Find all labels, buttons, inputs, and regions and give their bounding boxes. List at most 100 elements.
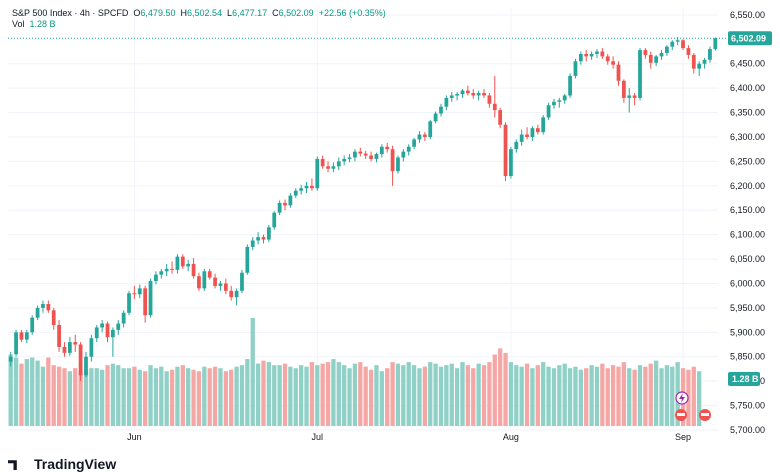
y-tick-label: 6,100.00 [730, 230, 765, 240]
candle-body [111, 329, 115, 338]
candle-body [67, 342, 72, 353]
candle-body [708, 49, 712, 60]
high-value: 6,502.54 [186, 8, 223, 18]
candle-body [675, 40, 680, 42]
volume-bar [277, 365, 282, 426]
y-tick-label: 6,050.00 [730, 254, 765, 264]
candle-body [105, 323, 110, 338]
candle-body [315, 158, 320, 189]
candle-body [449, 95, 454, 98]
volume-bar [417, 368, 422, 426]
candle-body [89, 338, 94, 357]
candle-body [439, 106, 443, 114]
candle-body [180, 256, 185, 267]
candle-body [116, 323, 121, 330]
candle-body [702, 59, 707, 64]
volume-bar [121, 368, 126, 426]
candle-body [143, 288, 148, 316]
volume-bar [137, 369, 142, 426]
candle-body [261, 237, 266, 240]
volume-bar [390, 362, 395, 426]
volume-bar [605, 368, 610, 426]
candle-body [256, 237, 260, 241]
volume-bar [465, 365, 471, 426]
candle-body [51, 310, 56, 325]
volume-bar [600, 363, 605, 426]
candle-body [374, 154, 379, 159]
volume-bar [342, 365, 347, 426]
flag-stripe-icon [701, 413, 709, 416]
volume-bar [110, 363, 116, 426]
candle-body [412, 139, 416, 147]
volume-bar [212, 366, 218, 426]
volume-bar [524, 363, 530, 426]
candle-body [78, 344, 83, 376]
change-value: +22.56 (+0.35%) [318, 8, 386, 18]
candle-body [304, 185, 309, 189]
volume-bar [148, 365, 153, 426]
candle-body [691, 54, 696, 69]
volume-bar [30, 357, 35, 426]
y-tick-label: 6,000.00 [730, 278, 765, 288]
volume-bar [444, 365, 449, 426]
candle-body [584, 53, 589, 57]
candle-body [390, 149, 395, 172]
candle-body [197, 276, 201, 289]
candle-body [605, 56, 610, 62]
candle-body [299, 188, 304, 191]
volume-bar [492, 354, 497, 426]
volume-bar [481, 365, 487, 426]
volume-bar [476, 363, 481, 426]
candle-body [336, 161, 341, 167]
candle-body [519, 134, 524, 142]
candle-body [30, 317, 35, 333]
candle-body [643, 50, 648, 55]
y-tick-label: 5,700.00 [730, 425, 765, 435]
volume-bar [385, 368, 390, 426]
candle-body [482, 93, 486, 96]
volume-bar [89, 368, 94, 426]
volume-bar [94, 368, 99, 426]
y-tick-label: 6,200.00 [730, 181, 765, 191]
candle-body [525, 134, 529, 137]
volume-bar [304, 366, 309, 426]
tradingview-mark-icon [8, 460, 17, 471]
volume-bar [132, 366, 137, 426]
volume-bar [578, 369, 583, 426]
volume-bar [632, 369, 637, 426]
volume-bar [320, 363, 325, 426]
candle-body [460, 90, 465, 94]
x-tick-label: Jun [127, 432, 142, 442]
candle-body [600, 51, 605, 57]
last-volume-label: 1.28 B [732, 374, 759, 384]
y-tick-label: 5,850.00 [730, 352, 765, 362]
volume-bar [670, 366, 675, 426]
volume-bar [143, 371, 148, 426]
candle-body [100, 323, 105, 328]
x-tick-label: Jul [312, 432, 324, 442]
tradingview-logo[interactable]: TradingView [8, 456, 116, 472]
volume-bar [616, 366, 621, 426]
candle-body [202, 271, 207, 289]
candle-body [94, 327, 99, 339]
volume-bar [325, 362, 331, 426]
candle-body [288, 195, 293, 206]
lightning-icon [679, 393, 685, 403]
candle-body [277, 202, 282, 213]
candle-body [175, 256, 180, 270]
volume-bar [546, 366, 551, 426]
volume-bar [374, 365, 379, 426]
volume-bar [395, 363, 401, 426]
candle-body [213, 277, 217, 286]
candle-body [347, 157, 352, 159]
volume-bar [621, 362, 627, 426]
volume-bar [272, 365, 277, 426]
volume-bar [368, 369, 374, 426]
candle-body [632, 95, 637, 98]
y-tick-label: 6,450.00 [730, 59, 765, 69]
candle-body [471, 93, 476, 96]
volume-bar [519, 366, 524, 426]
candle-body [530, 128, 535, 137]
volume-value: 1.28 B [29, 19, 56, 29]
